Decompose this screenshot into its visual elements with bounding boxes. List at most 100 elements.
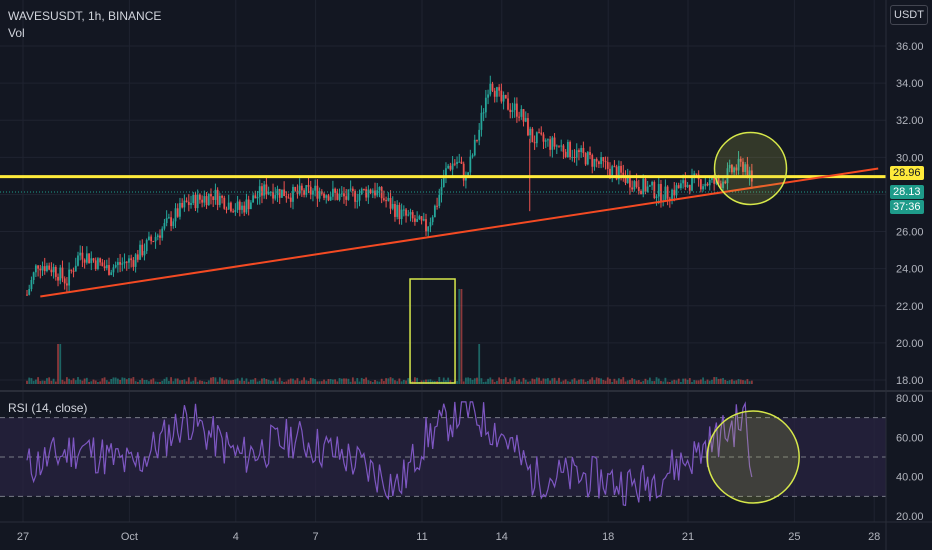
candle-body bbox=[686, 184, 689, 188]
candle-body bbox=[447, 165, 450, 169]
candle-body bbox=[522, 109, 525, 122]
candle-body bbox=[467, 172, 470, 176]
candle-body bbox=[629, 175, 631, 188]
volume-bar bbox=[247, 381, 250, 384]
candle-body bbox=[323, 193, 325, 198]
candle-body bbox=[292, 186, 294, 202]
candle-body bbox=[174, 208, 177, 222]
candle-body bbox=[134, 254, 137, 267]
volume-bar bbox=[473, 378, 476, 384]
drawings[interactable] bbox=[0, 131, 886, 384]
currency-button[interactable]: USDT bbox=[890, 5, 928, 25]
candle-body bbox=[170, 217, 172, 227]
candle-body bbox=[416, 218, 419, 222]
candle-body bbox=[529, 128, 532, 136]
candle-body bbox=[265, 184, 268, 195]
candle-body bbox=[41, 266, 44, 271]
candle-body bbox=[232, 211, 235, 213]
volume-bar bbox=[63, 381, 66, 384]
candle-body bbox=[230, 202, 232, 212]
candle-body bbox=[569, 142, 571, 158]
volume-bar bbox=[482, 381, 485, 384]
candle-body bbox=[128, 258, 130, 263]
volume-bar bbox=[389, 377, 392, 384]
volume-bar bbox=[245, 378, 248, 384]
time-tick-label: 25 bbox=[788, 531, 800, 543]
volume-bar bbox=[600, 378, 603, 384]
volume-bar bbox=[394, 380, 396, 384]
candle-body bbox=[179, 202, 181, 217]
volume-bar bbox=[43, 380, 46, 384]
last-price-badge: 28.13 bbox=[890, 185, 924, 199]
volume-bar bbox=[611, 381, 614, 384]
candle-body bbox=[338, 194, 341, 200]
volume-bar bbox=[560, 381, 563, 384]
candle-body bbox=[558, 145, 560, 147]
candle-body bbox=[351, 188, 354, 192]
volume-bar bbox=[32, 380, 35, 384]
candle-body bbox=[584, 153, 587, 165]
volume-highlight-box[interactable] bbox=[409, 278, 456, 384]
rsi-highlight-circle[interactable] bbox=[706, 410, 800, 504]
candle-body bbox=[691, 175, 693, 191]
time-tick-label: 18 bbox=[602, 531, 614, 543]
candle-body bbox=[254, 195, 257, 199]
volume-bar bbox=[708, 380, 711, 384]
volume-bar bbox=[469, 378, 472, 384]
candle-body bbox=[549, 139, 552, 150]
volume-bar bbox=[629, 379, 631, 384]
volume-bar bbox=[578, 379, 580, 384]
candle-body bbox=[411, 212, 414, 219]
candle-body bbox=[482, 112, 485, 114]
volume-bar bbox=[363, 378, 365, 384]
candle-body bbox=[274, 195, 277, 199]
volume-bar bbox=[414, 377, 416, 384]
candle-body bbox=[728, 165, 731, 169]
candle-body bbox=[633, 181, 636, 190]
candle-body bbox=[28, 289, 31, 295]
candle-body bbox=[214, 189, 217, 201]
candle-body bbox=[161, 228, 164, 238]
candle-body bbox=[192, 194, 195, 204]
candle-body bbox=[531, 128, 534, 143]
support-trendline[interactable] bbox=[40, 167, 879, 298]
volume-bar bbox=[37, 377, 39, 384]
volume-bar bbox=[706, 379, 709, 384]
candle-body bbox=[651, 181, 653, 186]
candle-body bbox=[744, 164, 747, 172]
candle-body bbox=[369, 189, 372, 194]
price-tick-label: 32.00 bbox=[896, 115, 924, 127]
volume-bar bbox=[316, 381, 319, 384]
candle-body bbox=[329, 196, 332, 201]
volume-bar bbox=[148, 381, 150, 384]
candle-body bbox=[598, 161, 600, 165]
volume-bar bbox=[28, 377, 31, 384]
volume-bar bbox=[97, 381, 99, 384]
candle-body bbox=[156, 235, 159, 237]
volume-bar bbox=[682, 378, 685, 384]
volume-bar bbox=[183, 379, 186, 384]
volume-bar bbox=[640, 381, 642, 384]
candle-body bbox=[624, 175, 627, 183]
candle-body bbox=[460, 161, 463, 164]
price-tick-label: 22.00 bbox=[896, 301, 924, 313]
volume-bar bbox=[152, 378, 155, 384]
candle-body bbox=[50, 269, 53, 273]
candle-body bbox=[458, 161, 461, 163]
price-highlight-circle[interactable] bbox=[713, 131, 788, 206]
volume-bar bbox=[726, 380, 729, 384]
candle-body bbox=[81, 252, 84, 260]
volume-bar bbox=[105, 380, 108, 384]
volume-bar bbox=[207, 380, 210, 384]
volume-bar bbox=[691, 381, 693, 384]
volume-bar bbox=[300, 380, 303, 384]
volume-bar bbox=[598, 378, 600, 384]
volume-bar bbox=[134, 381, 137, 384]
volume-bar bbox=[329, 378, 332, 384]
price-tick-label: 30.00 bbox=[896, 152, 924, 164]
candle-body bbox=[611, 166, 614, 177]
volume-bar bbox=[141, 378, 144, 384]
volume-bar bbox=[174, 378, 177, 384]
candle-body bbox=[578, 150, 580, 153]
